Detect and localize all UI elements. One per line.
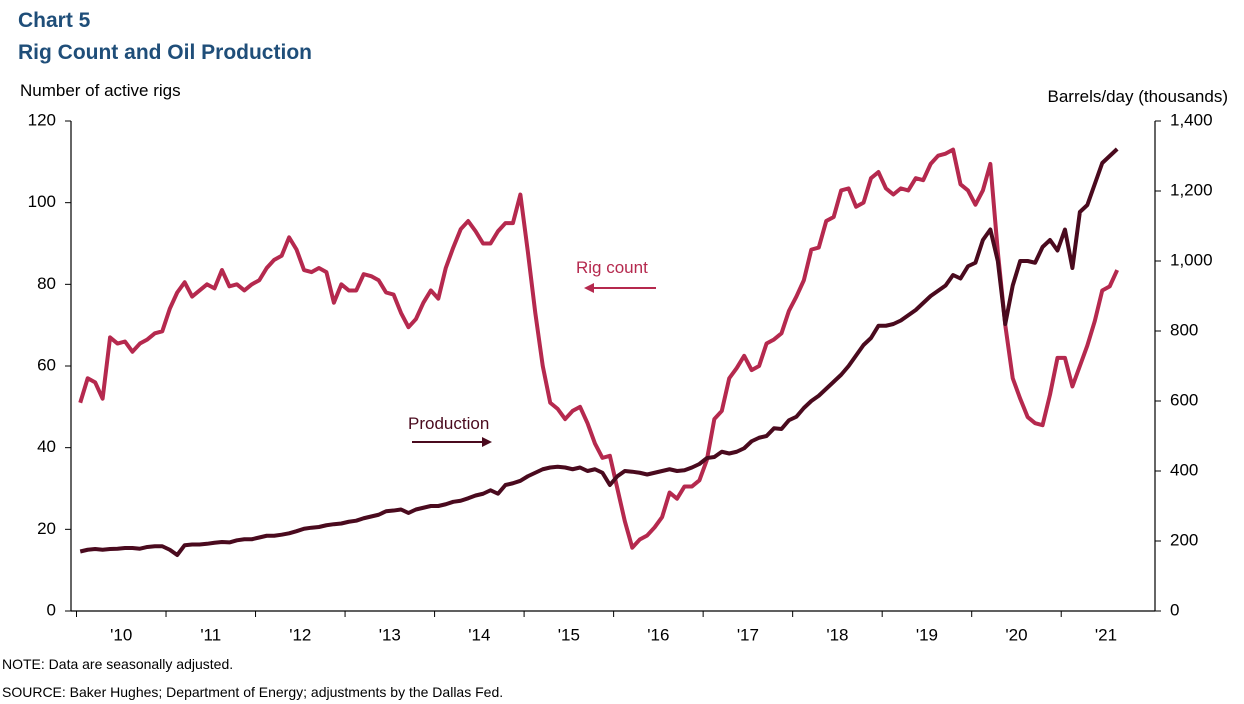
x-tick-label: '12 xyxy=(289,625,311,644)
y-tick-label: 20 xyxy=(37,519,56,538)
x-tick-label: '19 xyxy=(916,625,938,644)
chart-subtitle: Rig Count and Oil Production xyxy=(18,41,312,64)
x-tick-label: '17 xyxy=(737,625,759,644)
series-line xyxy=(79,147,1119,557)
x-tick-label: '13 xyxy=(379,625,401,644)
chart-title: Chart 5 xyxy=(18,9,91,32)
y2-tick-label: 1,200 xyxy=(1170,180,1213,199)
y2-tick-label: 400 xyxy=(1170,460,1198,479)
y-tick-label: 100 xyxy=(28,192,56,211)
annotation: Rig count xyxy=(576,258,648,277)
y-tick-label: 40 xyxy=(37,437,56,456)
series-line xyxy=(78,147,1119,550)
y2-tick-label: 200 xyxy=(1170,530,1198,549)
source: SOURCE: Baker Hughes; Department of Ener… xyxy=(2,684,503,700)
x-tick-label: '18 xyxy=(826,625,848,644)
y-tick-label: 80 xyxy=(37,274,56,293)
note: NOTE: Data are seasonally adjusted. xyxy=(2,656,233,672)
annotation-arrowhead xyxy=(482,437,492,447)
x-tick-label: '21 xyxy=(1095,625,1117,644)
annotation: Production xyxy=(408,414,489,433)
annotation-arrowhead xyxy=(584,283,594,293)
x-tick-label: '10 xyxy=(110,625,132,644)
y2-tick-label: 600 xyxy=(1170,390,1198,409)
y2-tick-label: 1,000 xyxy=(1170,250,1213,269)
x-tick-label: '15 xyxy=(558,625,580,644)
y2-tick-label: 1,400 xyxy=(1170,110,1213,129)
y-axis-label: Number of active rigs xyxy=(20,81,181,100)
y-tick-label: 60 xyxy=(37,355,56,374)
y2-tick-label: 800 xyxy=(1170,320,1198,339)
y2-tick-label: 0 xyxy=(1170,600,1179,619)
x-tick-label: '11 xyxy=(200,625,221,644)
y-tick-label: 120 xyxy=(28,110,56,129)
x-tick-label: '14 xyxy=(468,625,490,644)
x-tick-label: '16 xyxy=(647,625,669,644)
y-tick-label: 0 xyxy=(47,600,56,619)
x-tick-label: '20 xyxy=(1005,625,1027,644)
y2-axis-label: Barrels/day (thousands) xyxy=(1048,87,1228,106)
